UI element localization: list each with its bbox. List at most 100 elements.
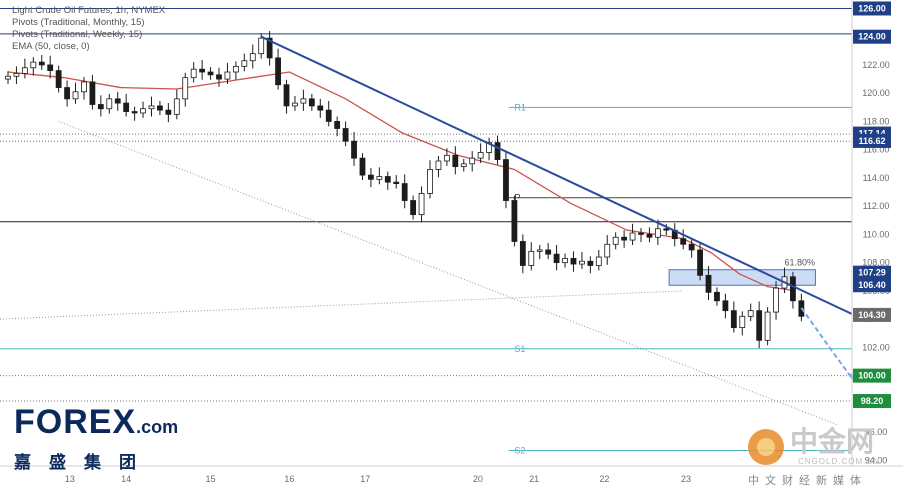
candle-body	[553, 253, 560, 264]
candle-body	[97, 104, 104, 110]
candles	[5, 31, 805, 349]
x-tick-label: 21	[529, 474, 539, 484]
x-tick-label: 23	[681, 474, 691, 484]
candle-body	[21, 67, 28, 74]
candle-body	[579, 260, 585, 265]
price-badge-label: 98.20	[861, 396, 884, 406]
candle-body	[165, 109, 172, 115]
x-tick-label: 15	[206, 474, 216, 484]
legend-weekly-pivots: Pivots (Traditional, Weekly, 15)	[12, 29, 143, 40]
candle-body	[519, 241, 526, 266]
forex-logo: FOREX.com 嘉盛集团	[14, 405, 178, 473]
candle-body	[249, 53, 256, 62]
legend-symbol: Light Crude Oil Futures, 1h, NYMEX	[12, 5, 166, 16]
candle-body	[224, 71, 231, 80]
candle-body	[384, 176, 391, 183]
candle-body	[81, 81, 87, 93]
candle-body	[604, 243, 611, 258]
candle-body	[722, 300, 729, 312]
candle-body	[351, 140, 357, 159]
price-badge	[853, 29, 891, 44]
candle-body	[283, 84, 290, 107]
dotted-trend	[58, 120, 839, 426]
level-label: P	[514, 193, 520, 203]
candle-body	[595, 256, 602, 266]
candle-body	[275, 57, 281, 86]
candle-body	[157, 105, 163, 111]
candle-body	[410, 200, 417, 216]
coin-icon	[748, 429, 784, 465]
candle-body	[739, 315, 746, 329]
candle-body	[629, 232, 636, 241]
watermark-url: CNGOLD.COM.CN	[798, 457, 880, 466]
candle-body	[528, 250, 535, 266]
candle-body	[89, 81, 96, 105]
watermark-title: 中金网	[790, 425, 875, 458]
logo-subtitle: 嘉盛集团	[14, 453, 154, 473]
candle-body	[697, 249, 703, 276]
price-badge-label: 104.30	[858, 310, 886, 320]
candle-body	[790, 276, 796, 302]
logo-text: FOREX	[14, 403, 137, 441]
candle-body	[258, 37, 265, 55]
candle-body	[64, 87, 70, 100]
y-tick-label: 116.00	[863, 145, 890, 155]
y-tick-label: 118.00	[863, 116, 890, 126]
candle-body	[300, 98, 307, 104]
candle-body	[292, 102, 298, 107]
x-tick-label: 14	[121, 474, 131, 484]
candle-body	[621, 236, 628, 241]
candle-body	[106, 98, 113, 110]
candle-body	[477, 152, 484, 159]
y-tick-label: 102.00	[862, 342, 890, 352]
y-tick-label: 96.00	[865, 427, 888, 437]
price-badge	[853, 278, 891, 293]
candle-body	[207, 71, 214, 76]
candle-body	[688, 243, 695, 251]
candle-body	[190, 68, 197, 79]
price-badge-label: 107.29	[858, 268, 886, 278]
candle-body	[325, 109, 332, 122]
y-tick-label: 112.00	[863, 201, 890, 211]
candle-body	[72, 91, 79, 100]
time-axis: 13 14 15 16 17 20 21 22 23	[65, 474, 691, 484]
candle-body	[587, 260, 594, 266]
horizontal-levels: R1 P S1 S2	[0, 7, 852, 455]
candle-body	[368, 174, 374, 180]
price-badge	[853, 368, 891, 383]
candle-body	[638, 232, 644, 235]
candle-body	[199, 68, 206, 73]
candle-body	[401, 183, 408, 201]
candle-body	[705, 274, 712, 293]
plot-area	[0, 0, 852, 466]
candle-body	[680, 238, 687, 245]
candle-body	[140, 108, 146, 114]
price-badge-label: 106.40	[858, 280, 886, 290]
candle-body	[47, 64, 54, 72]
candle-body	[435, 160, 442, 170]
y-tick-label: 122.00	[862, 60, 890, 70]
candle-body	[536, 249, 543, 252]
candle-body	[317, 105, 324, 111]
candle-body	[359, 157, 366, 176]
trendline-line	[260, 35, 853, 315]
candle-body	[131, 111, 138, 114]
candle-body	[241, 60, 248, 67]
candle-body	[148, 105, 155, 110]
forecast-path	[800, 307, 853, 380]
x-tick-label: 13	[65, 474, 75, 484]
legend-ema: EMA (50, close, 0)	[12, 41, 90, 52]
price-badge-label: 100.00	[858, 371, 886, 381]
price-badge	[853, 307, 891, 322]
candle-body	[393, 181, 400, 184]
candle-body	[646, 234, 653, 238]
candle-body	[123, 102, 130, 112]
chart-legend: Light Crude Oil Futures, 1h, NYMEX Pivot…	[12, 5, 165, 53]
candle-body	[30, 61, 37, 69]
price-badge-label: 126.00	[858, 3, 886, 13]
candle-body	[334, 121, 341, 129]
candle-body	[730, 310, 737, 329]
candle-body	[418, 193, 425, 216]
